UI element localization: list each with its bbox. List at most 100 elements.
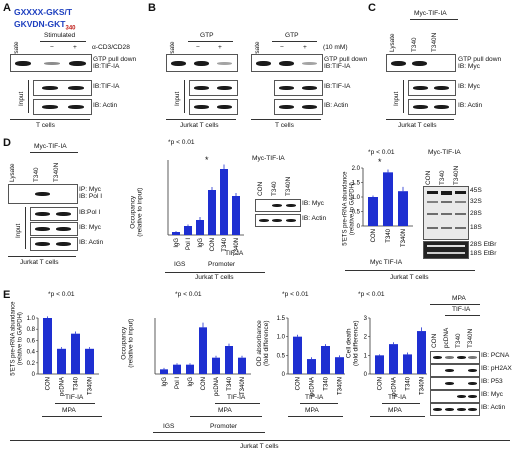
sig-star-d-rrna: * [378,157,382,167]
band [194,105,209,109]
y-tick-label: 1 [364,353,368,359]
band [217,105,232,109]
band [445,408,454,411]
y-tick-label: 3 [364,316,368,322]
bar [85,348,94,374]
x-tick-label: CON [210,238,216,251]
eblot-actin-label: IB: Actin [481,404,506,411]
y-tick-label: 0.2 [27,361,36,367]
band [427,227,438,229]
tif-label-e4: TIF-IA [388,394,407,401]
input-label-b: Input [174,91,181,106]
lane-lysate-d: Lysate [9,163,16,182]
band [445,356,454,359]
blot-c-actin [408,99,456,115]
blot-b1-gtp [166,54,238,72]
lane-minus-b1: − [196,44,200,51]
band [441,227,452,229]
group-promoter-d: Promoter [208,261,236,268]
band [217,86,232,90]
band [427,201,438,203]
x-tick-label: CON [378,377,384,390]
chart-e1: 0 0.2 0.4 0.6 0.8 1.0 CON pcDNA T340 T340N [27,316,99,396]
blot-c-myc-label: IB: Myc [458,83,480,90]
gel-northern [423,186,469,240]
panel-d-letter: D [3,137,11,149]
band [35,192,50,196]
bar [71,333,80,374]
cells-line-a [10,119,90,120]
blot-b2-gtp [251,54,323,72]
bar [307,359,316,374]
bar [335,357,344,374]
ylabel-d-chip: Occupancy (relative to input) [129,187,144,237]
blot-d-actin-label: IB: Actin [79,239,104,246]
band [455,191,466,194]
band [434,86,449,90]
blot-c-gtp [386,54,456,72]
y-tick-label: 1.5 [352,181,361,187]
blot-d-pol-label: IB:Pol I [79,209,101,216]
group-igs-d: IGS [174,261,186,268]
input-label-a: Input [18,91,25,106]
gtp-line-b1 [188,41,233,42]
tif-label-e1: TIF-IA [65,394,84,401]
x-tick-label: T340N [338,377,344,395]
band [457,395,466,398]
stim-reagent: α-CD3/CD28 [92,44,130,51]
construct-line-c [410,19,458,20]
cells-line-b2 [251,119,321,120]
sig-star-d-chip: * [205,155,209,165]
band [15,61,31,66]
band [68,105,84,109]
bar [321,346,330,374]
x-tick-label: T340 [406,376,412,390]
x-tick-label: Pol I [175,377,181,389]
gtp-conc: (10 mM) [323,44,348,51]
band [259,219,269,222]
blot-b1-tifia [189,80,238,96]
band [272,219,282,222]
x-tick-label: pcDNA [60,377,66,396]
band [445,382,454,385]
gel-etbr [423,241,469,259]
x-tick-label: T340 [74,376,80,390]
y-tick-label: 0 [357,224,361,230]
lane-lysate-c: Lysate [389,33,396,52]
construct-line-d [30,152,78,153]
chart-e4: 0 1 2 3 CON pcDNA T340 T340N [364,316,427,396]
input-bracket-a [28,80,29,113]
blot-d-myc [30,222,78,236]
band [69,61,86,66]
eblot-lane-con: CON [431,333,438,348]
tif-label-e3: TIF-IA [305,394,324,401]
motif-consensus: GXXXX-GKS/T [14,8,72,17]
pval-e1: *p < 0.01 [48,291,75,298]
chart-e2: IgG Pol I IgG CON pcDNA T340 T340N [154,318,251,396]
band [302,105,317,109]
y-tick-label: 2 [364,335,368,341]
lane-plus-b1: + [218,44,222,51]
x-tick-label: T340N [88,377,94,395]
input-label-c: Input [393,91,400,106]
group-igs-e: IGS [163,423,175,430]
pval-e2: *p < 0.01 [175,291,202,298]
blot-b1-actin [189,99,238,115]
bar [225,346,233,374]
x-tick-label: T340N [240,377,246,395]
motif-line-2: GKVDN-GKT [14,19,66,29]
tif-label-e2: TIF-IA [227,394,246,401]
bar [160,369,168,374]
y-tick-label: 1.5 [277,316,286,322]
gel-28s-etbr: 28S EtBr [470,241,497,248]
panel-b-letter: B [148,2,156,14]
y-tick-label: 2.0 [352,166,361,172]
blot-a-tifia-label: IB:TIF-IA [93,83,120,90]
blot-b-actin-label: IB: Actin [324,102,349,109]
cells-line-d [8,256,76,257]
input-bracket-d [25,207,26,249]
eblot-p53-label: IB: P53 [481,378,503,385]
cells-label-d-rrna: Jurkat T cells [390,274,429,281]
band [194,61,209,66]
gtp-label-b1: GTP [200,32,214,39]
